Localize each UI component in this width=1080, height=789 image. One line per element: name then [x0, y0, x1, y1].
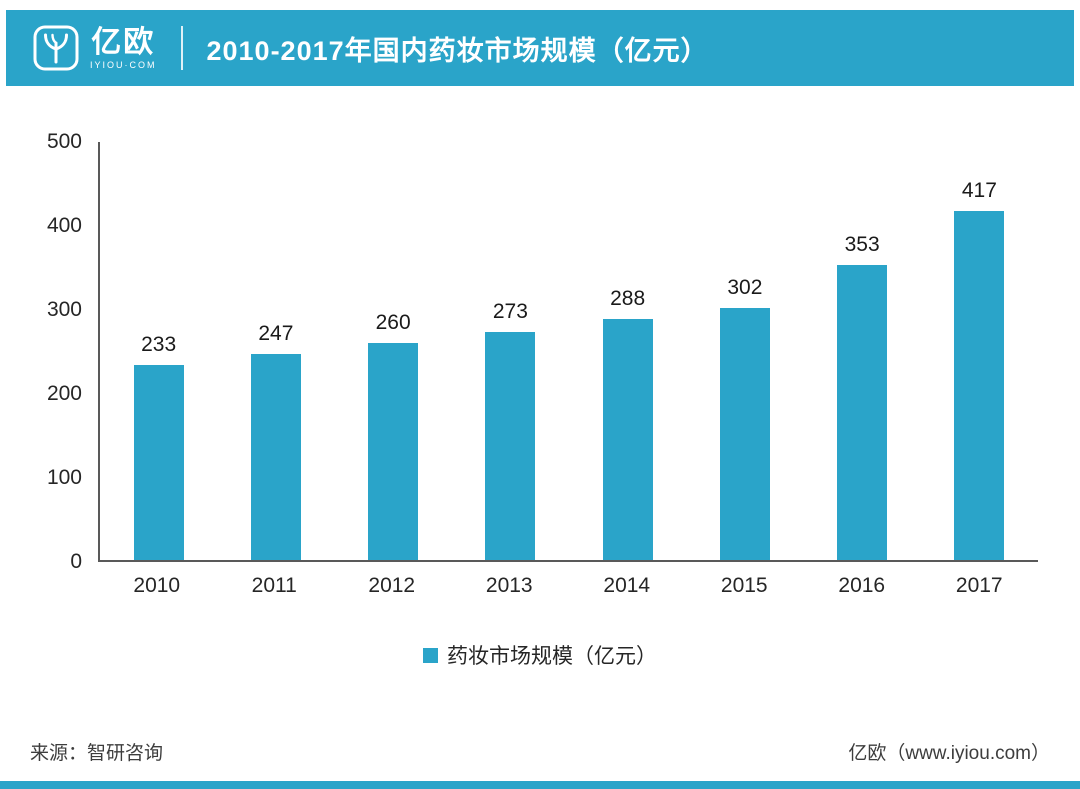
header-banner: 亿欧 IYIOU·COM 2010-2017年国内药妆市场规模（亿元） — [6, 10, 1074, 86]
x-axis-label: 2013 — [485, 574, 533, 597]
bar-value-label: 233 — [141, 333, 177, 357]
y-tick-label: 0 — [70, 550, 82, 573]
y-tick-label: 400 — [46, 214, 82, 237]
bar — [250, 353, 301, 560]
bar-value-label: 288 — [610, 287, 646, 311]
bar — [954, 211, 1005, 560]
bar — [133, 365, 184, 560]
bar-group: 302 — [686, 142, 803, 560]
bar-value-label: 302 — [727, 275, 763, 299]
y-axis: 500 400 300 200 100 0 — [34, 130, 98, 573]
legend-label: 药妆市场规模（亿元） — [447, 645, 657, 668]
bar-group: 273 — [452, 142, 569, 560]
footer: 来源：智研咨询 亿欧（www.iyiou.com） — [0, 738, 1080, 781]
legend: 药妆市场规模（亿元） — [0, 640, 1080, 670]
x-axis-label: 2016 — [838, 574, 886, 597]
iyiou-logo-icon — [32, 24, 80, 72]
x-axis: 2010 2011 2012 2013 2014 2015 2016 2017 — [98, 574, 1038, 598]
bar-chart: 500 400 300 200 100 0 233 247 260 273 288 302 353 41… — [34, 130, 1038, 598]
x-axis-label: 2010 — [133, 574, 181, 597]
brand-name: 亿欧 — [91, 25, 156, 59]
source-text: 来源：智研咨询 — [30, 743, 164, 764]
y-tick-label: 200 — [46, 382, 82, 405]
x-axis-label: 2017 — [955, 574, 1003, 597]
bottom-accent-strip — [0, 781, 1080, 789]
legend-swatch — [423, 647, 438, 663]
brand-logo: 亿欧 IYIOU·COM — [32, 24, 157, 72]
bar-value-label: 260 — [375, 310, 411, 334]
plot-area: 233 247 260 273 288 302 353 417 — [98, 142, 1038, 562]
bar-group: 260 — [335, 142, 452, 560]
y-tick-label: 100 — [46, 466, 82, 489]
chart-title: 2010-2017年国内药妆市场规模（亿元） — [206, 35, 709, 66]
x-axis-label: 2015 — [720, 574, 768, 597]
bar — [837, 264, 888, 560]
bar-value-label: 247 — [258, 321, 294, 345]
x-axis-label: 2012 — [368, 574, 416, 597]
bar-group: 288 — [569, 142, 686, 560]
bar — [368, 342, 419, 560]
bar-value-label: 273 — [492, 299, 528, 323]
bar-group: 247 — [217, 142, 334, 560]
x-axis-label: 2011 — [251, 574, 297, 597]
brand-text-block: 亿欧 IYIOU·COM — [90, 26, 157, 71]
bar — [602, 319, 653, 560]
y-tick-label: 500 — [46, 130, 82, 153]
bar — [485, 331, 536, 560]
bar-value-label: 417 — [961, 179, 997, 203]
footer-brand-text: 亿欧（www.iyiou.com） — [848, 743, 1050, 764]
bar — [719, 307, 770, 560]
bar-group: 353 — [804, 142, 921, 560]
brand-subtitle: IYIOU·COM — [90, 59, 157, 70]
header-divider — [180, 26, 183, 70]
bar-group: 233 — [100, 142, 217, 560]
bar-value-label: 353 — [844, 232, 880, 256]
x-axis-label: 2014 — [603, 574, 651, 597]
y-tick-label: 300 — [46, 298, 82, 321]
bar-group: 417 — [921, 142, 1038, 560]
